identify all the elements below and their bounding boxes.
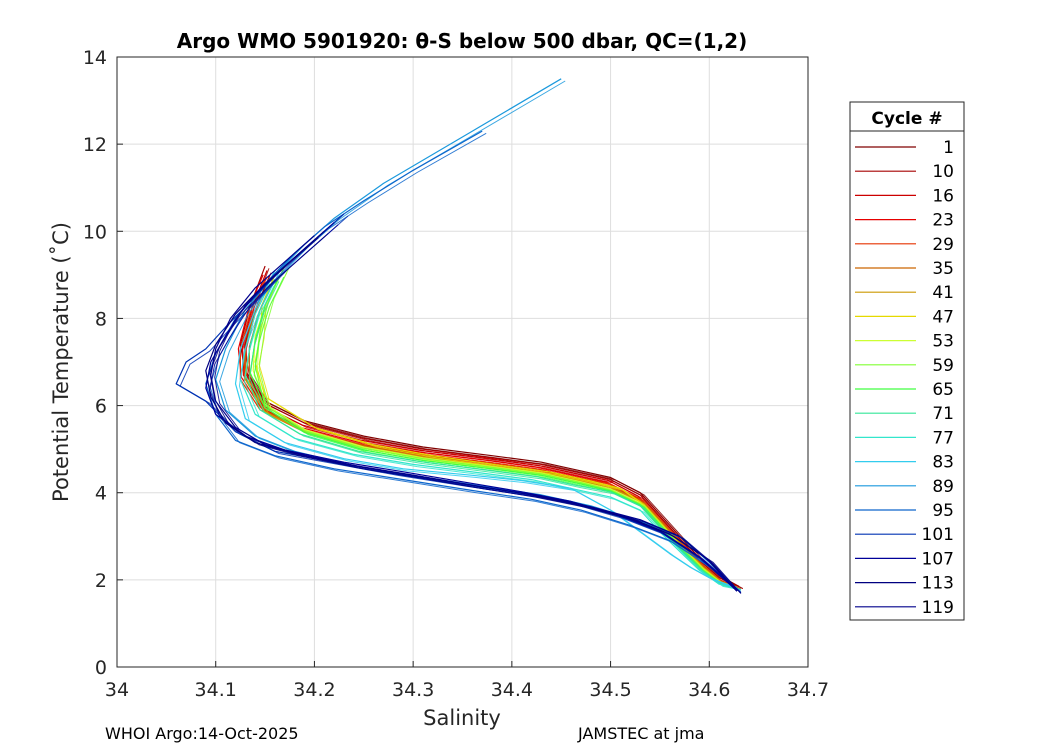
series-line-cycle-23 xyxy=(237,274,738,588)
x-axis-label: Salinity xyxy=(423,706,501,730)
legend-label-107: 107 xyxy=(922,549,954,569)
series-line-cycle-47-b xyxy=(258,276,742,590)
x-tick-label: 34.4 xyxy=(491,679,533,701)
axis-ticks: 34 34.1 34.2 34.3 34.4 34.5 34.6 34.7 0 2 4 6 8 10 12 1… xyxy=(83,47,829,701)
x-tick-label: 34.1 xyxy=(195,679,237,701)
series-line-cycle-77-b xyxy=(243,285,741,591)
chart-title: Argo WMO 5901920: θ-S below 500 dbar, QC… xyxy=(177,29,747,53)
legend-label-1: 1 xyxy=(943,138,954,158)
legend-label-65: 65 xyxy=(932,380,954,400)
x-tick-label: 34.7 xyxy=(787,679,829,701)
y-tick-label: 8 xyxy=(95,308,107,330)
legend-label-35: 35 xyxy=(932,259,954,279)
legend: Cycle # 1 10 16 23 29 35 41 47 53 59 65 71 77 83 89 95 1… xyxy=(849,101,965,621)
legend-label-53: 53 xyxy=(932,332,954,352)
y-tick-label: 0 xyxy=(95,657,107,679)
series-line-cycle-83-b xyxy=(238,272,742,591)
series-line-cycle-95 xyxy=(205,130,738,590)
legend-label-16: 16 xyxy=(932,186,954,206)
legend-label-47: 47 xyxy=(932,307,954,327)
series-line-cycle-119 xyxy=(210,235,738,592)
x-tick-label: 34.5 xyxy=(589,679,631,701)
legend-label-101: 101 xyxy=(922,525,954,545)
series-line-cycle-47 xyxy=(254,274,738,588)
x-tick-label: 34.2 xyxy=(293,679,335,701)
y-tick-label: 14 xyxy=(83,47,107,69)
legend-label-71: 71 xyxy=(932,404,954,424)
footer-source: WHOI Argo:14-Oct-2025 xyxy=(105,724,299,743)
series-line-cycle-119-b xyxy=(214,237,742,594)
x-tick-label: 34.3 xyxy=(392,679,434,701)
y-tick-label: 12 xyxy=(83,134,107,156)
x-tick-label: 34 xyxy=(105,679,129,701)
series-line-cycle-16-b xyxy=(245,272,742,590)
legend-label-83: 83 xyxy=(932,453,954,473)
x-tick-label: 34.6 xyxy=(688,679,730,701)
y-tick-label: 4 xyxy=(95,483,107,505)
legend-label-113: 113 xyxy=(922,574,954,594)
y-tick-label: 10 xyxy=(83,221,107,243)
legend-label-59: 59 xyxy=(932,356,954,376)
y-axis-label: Potential Temperature (˚C) xyxy=(49,222,73,502)
y-tick-label: 2 xyxy=(95,570,107,592)
y-tick-label: 6 xyxy=(95,396,107,418)
legend-title: Cycle # xyxy=(871,109,942,129)
legend-label-29: 29 xyxy=(932,235,954,255)
plot-frame xyxy=(116,56,809,668)
legend-label-89: 89 xyxy=(932,477,954,497)
grid-lines xyxy=(116,56,809,668)
series-line-cycle-71-b xyxy=(248,281,742,590)
legend-label-10: 10 xyxy=(932,162,954,182)
legend-label-119: 119 xyxy=(922,598,954,618)
legend-label-41: 41 xyxy=(932,283,954,303)
series-line-cycle-113-b xyxy=(209,233,742,594)
series-lines xyxy=(175,78,744,594)
legend-label-77: 77 xyxy=(932,428,954,448)
legend-label-95: 95 xyxy=(932,501,954,521)
legend-label-23: 23 xyxy=(932,211,954,231)
footer-credit: JAMSTEC at jma xyxy=(578,724,705,743)
